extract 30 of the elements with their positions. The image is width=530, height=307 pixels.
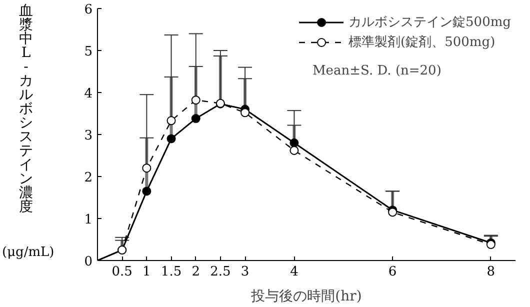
x-tick-label: 1.5 [160,264,182,280]
y-tick-label: 6 [84,2,93,18]
point [290,146,299,155]
point [240,108,250,118]
point [166,116,176,126]
text: 血漿中L-カルボシステイン濃度(μg/mL) [2,3,54,260]
y-tick-label: 2 [84,170,93,186]
legend-label: 標準製剤(錠剤、500mg) [348,34,496,51]
x-tick-label: 2 [192,264,200,280]
x-tick-label: 8 [486,264,496,280]
y-tick-label: 1 [84,212,93,228]
x-tick-label: 2.5 [210,264,231,280]
y-tick-label: 4 [84,86,93,102]
annotation: Mean±S. D. (n=20) [312,64,442,78]
y-tick-label: 3 [84,128,93,144]
x-axis-title: 投与後の時間(hr) [250,288,362,304]
point [191,96,200,105]
point [142,164,152,173]
point [166,134,176,144]
legend-label: カルボシステイン錠500mg [348,14,511,31]
point [290,138,299,148]
point [142,186,152,196]
x-tick-label: 1 [142,264,151,280]
x-tick-label: 0.5 [112,264,132,280]
y-tick-label: 5 [84,44,93,60]
point [191,114,200,124]
x-tick-label: 3 [240,264,250,280]
x-tick-label: 4 [290,264,298,280]
x-tick-label: 6 [388,264,397,280]
y-tick-label: 0 [84,254,93,270]
